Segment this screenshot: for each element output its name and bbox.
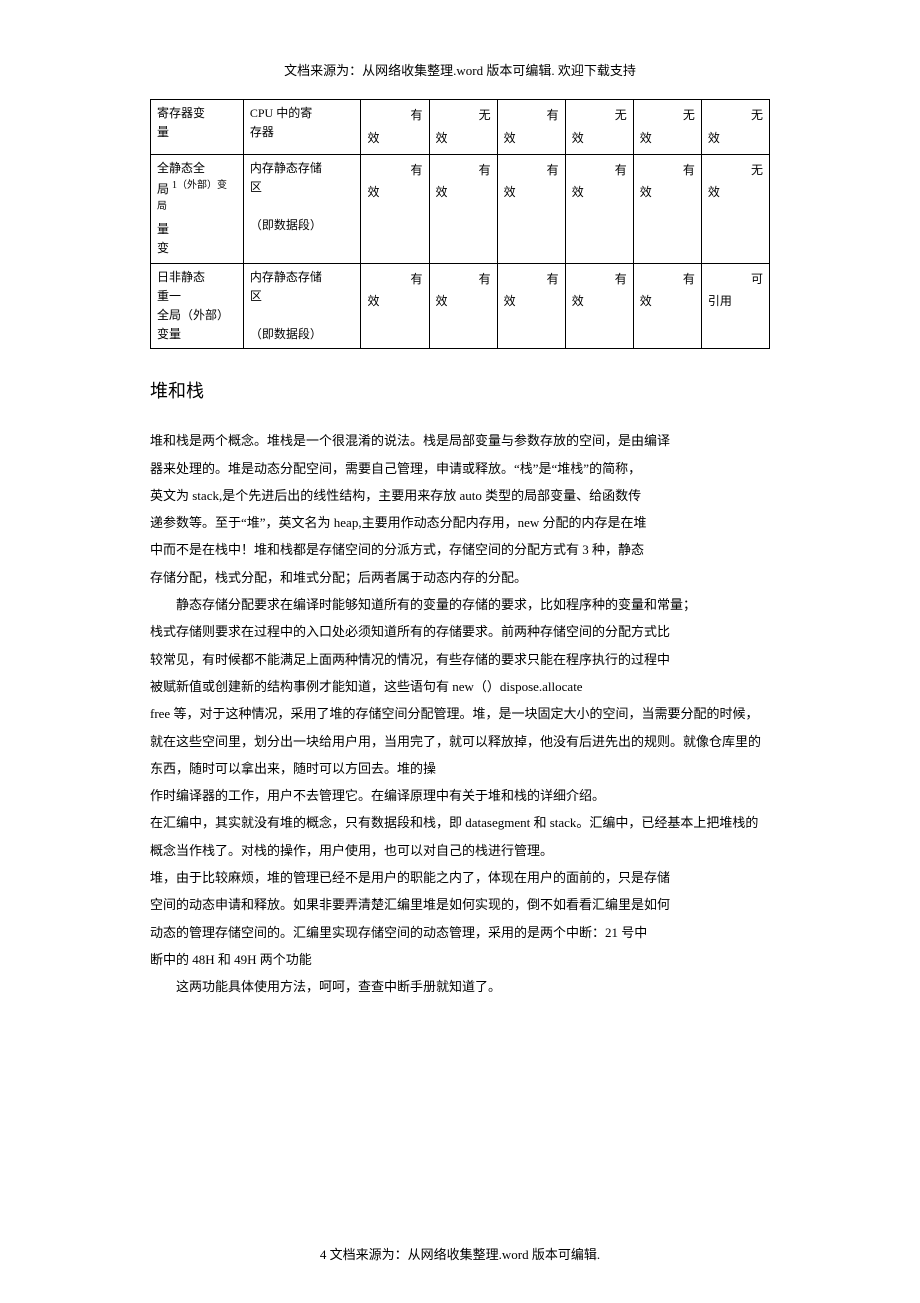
table-row: 日非静态重一全局（外部）变量内存静态存储区（即数据段）有效有效有效有效有效可引用 <box>151 263 770 349</box>
storage-table: 寄存器变量CPU 中的寄存器有效无效有效无效无效无效全静态全局 1（外部）变局量… <box>150 99 770 349</box>
status-cell: 有效 <box>497 263 565 349</box>
storage-cell: 内存静态存储区（即数据段） <box>243 263 361 349</box>
section-heading: 堆和栈 <box>150 377 770 403</box>
paragraph: 空间的动态申请和释放。如果非要弄清楚汇编里堆是如何实现的，倒不如看看汇编里是如何 <box>150 891 770 918</box>
paragraph: 堆，由于比较麻烦，堆的管理已经不是用户的职能之内了，体现在用户的面前的，只是存储 <box>150 864 770 891</box>
status-cell: 有效 <box>565 263 633 349</box>
paragraph: 被赋新值或创建新的结构事例才能知道，这些语句有 new（）dispose.all… <box>150 673 770 700</box>
paragraph: 动态的管理存储空间的。汇编里实现存储空间的动态管理，采用的是两个中断：21 号中 <box>150 919 770 946</box>
status-cell: 有效 <box>429 154 497 263</box>
status-cell: 有效 <box>361 154 429 263</box>
paragraph: free 等，对于这种情况，采用了堆的存储空间分配管理。堆，是一块固定大小的空间… <box>150 700 770 782</box>
paragraph: 断中的 48H 和 49H 两个功能 <box>150 946 770 973</box>
paragraph: 较常见，有时候都不能满足上面两种情况的情况，有些存储的要求只能在程序执行的过程中 <box>150 646 770 673</box>
status-cell: 可引用 <box>701 263 769 349</box>
status-cell: 无效 <box>701 154 769 263</box>
paragraph: 递参数等。至于“堆”，英文名为 heap,主要用作动态分配内存用，new 分配的… <box>150 509 770 536</box>
status-cell: 有效 <box>633 154 701 263</box>
status-cell: 有效 <box>361 100 429 155</box>
var-type-cell: 寄存器变量 <box>151 100 244 155</box>
status-cell: 有效 <box>361 263 429 349</box>
paragraph: 英文为 stack,是个先进后出的线性结构，主要用来存放 auto 类型的局部变… <box>150 482 770 509</box>
paragraph: 这两功能具体使用方法，呵呵，查查中断手册就知道了。 <box>150 973 770 1000</box>
status-cell: 有效 <box>565 154 633 263</box>
paragraph: 器来处理的。堆是动态分配空间，需要自己管理，申请或释放。“栈”是“堆栈”的简称， <box>150 455 770 482</box>
paragraph: 中而不是在栈中！堆和栈都是存储空间的分派方式，存储空间的分配方式有 3 种，静态 <box>150 536 770 563</box>
status-cell: 无效 <box>633 100 701 155</box>
footer-note: 4 文档来源为：从网络收集整理.word 版本可编辑. <box>0 1244 920 1263</box>
status-cell: 有效 <box>633 263 701 349</box>
paragraph: 栈式存储则要求在过程中的入口处必须知道所有的存储要求。前两种存储空间的分配方式比 <box>150 618 770 645</box>
var-type-cell: 日非静态重一全局（外部）变量 <box>151 263 244 349</box>
table-row: 寄存器变量CPU 中的寄存器有效无效有效无效无效无效 <box>151 100 770 155</box>
storage-cell: 内存静态存储区（即数据段） <box>243 154 361 263</box>
table-row: 全静态全局 1（外部）变局量变内存静态存储区（即数据段）有效有效有效有效有效无效 <box>151 154 770 263</box>
var-type-cell: 全静态全局 1（外部）变局量变 <box>151 154 244 263</box>
status-cell: 无效 <box>429 100 497 155</box>
status-cell: 无效 <box>701 100 769 155</box>
body-text: 堆和栈是两个概念。堆栈是一个很混淆的说法。栈是局部变量与参数存放的空间，是由编译… <box>150 427 770 1000</box>
status-cell: 有效 <box>429 263 497 349</box>
status-cell: 无效 <box>565 100 633 155</box>
paragraph: 在汇编中，其实就没有堆的概念，只有数据段和栈，即 datasegment 和 s… <box>150 809 770 864</box>
paragraph: 静态存储分配要求在编译时能够知道所有的变量的存储的要求，比如程序种的变量和常量； <box>150 591 770 618</box>
paragraph: 堆和栈是两个概念。堆栈是一个很混淆的说法。栈是局部变量与参数存放的空间，是由编译 <box>150 427 770 454</box>
storage-cell: CPU 中的寄存器 <box>243 100 361 155</box>
status-cell: 有效 <box>497 100 565 155</box>
paragraph: 存储分配，栈式分配，和堆式分配；后两者属于动态内存的分配。 <box>150 564 770 591</box>
paragraph: 作时编译器的工作，用户不去管理它。在编译原理中有关于堆和栈的详细介绍。 <box>150 782 770 809</box>
header-note: 文档来源为：从网络收集整理.word 版本可编辑. 欢迎下载支持 <box>150 60 770 79</box>
status-cell: 有效 <box>497 154 565 263</box>
